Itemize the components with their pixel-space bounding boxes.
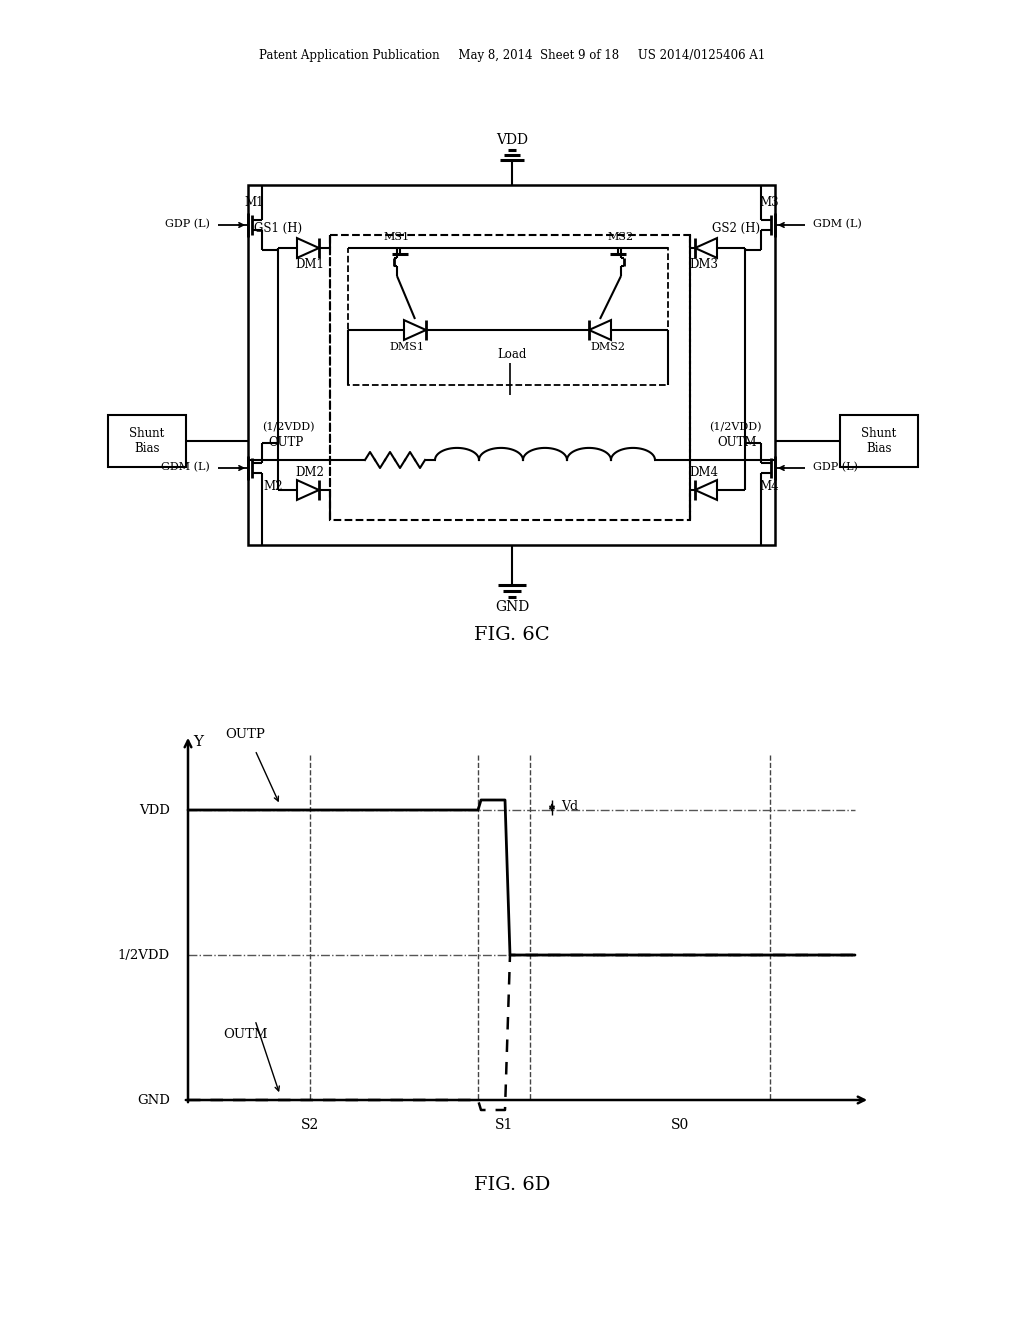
Text: OUTM: OUTM bbox=[717, 437, 757, 450]
Text: (1/2VDD): (1/2VDD) bbox=[709, 422, 761, 432]
Text: Patent Application Publication     May 8, 2014  Sheet 9 of 18     US 2014/012540: Patent Application Publication May 8, 20… bbox=[259, 49, 765, 62]
Text: Y: Y bbox=[193, 735, 203, 748]
Text: DM3: DM3 bbox=[689, 259, 719, 272]
Text: Vd: Vd bbox=[561, 800, 579, 813]
Text: VDD: VDD bbox=[496, 133, 528, 147]
Text: GS1 (H): GS1 (H) bbox=[254, 222, 302, 235]
Text: GND: GND bbox=[495, 601, 529, 614]
Text: S0: S0 bbox=[671, 1118, 689, 1133]
Text: M2: M2 bbox=[263, 479, 283, 492]
Text: GDM (L): GDM (L) bbox=[161, 462, 210, 473]
Text: GDM (L): GDM (L) bbox=[813, 219, 862, 230]
Text: Shunt
Bias: Shunt Bias bbox=[861, 426, 897, 455]
Text: VDD: VDD bbox=[139, 804, 170, 817]
Text: M3: M3 bbox=[759, 197, 779, 210]
Text: MS2: MS2 bbox=[608, 232, 634, 242]
Text: (1/2VDD): (1/2VDD) bbox=[262, 422, 314, 432]
Text: S2: S2 bbox=[301, 1118, 319, 1133]
Text: OUTP: OUTP bbox=[225, 729, 265, 742]
Text: DMS1: DMS1 bbox=[389, 342, 425, 352]
Text: S1: S1 bbox=[495, 1118, 513, 1133]
Text: M4: M4 bbox=[759, 479, 779, 492]
Text: MS1: MS1 bbox=[384, 232, 410, 242]
Text: Shunt
Bias: Shunt Bias bbox=[129, 426, 165, 455]
Bar bbox=[348, 248, 668, 385]
Bar bbox=[248, 185, 775, 545]
Text: DM2: DM2 bbox=[296, 466, 325, 479]
Text: OUTP: OUTP bbox=[268, 437, 304, 450]
Bar bbox=[108, 414, 186, 467]
Text: GDP (L): GDP (L) bbox=[165, 219, 210, 230]
Text: FIG. 6D: FIG. 6D bbox=[474, 1176, 550, 1195]
Text: 1/2VDD: 1/2VDD bbox=[118, 949, 170, 961]
Text: M1: M1 bbox=[245, 197, 264, 210]
Text: FIG. 6C: FIG. 6C bbox=[474, 626, 550, 644]
Bar bbox=[840, 414, 918, 467]
Text: DM4: DM4 bbox=[689, 466, 719, 479]
Text: OUTM: OUTM bbox=[223, 1028, 267, 1041]
Bar bbox=[330, 235, 690, 520]
Text: DMS2: DMS2 bbox=[591, 342, 626, 352]
Text: GND: GND bbox=[137, 1093, 170, 1106]
Text: GS2 (H): GS2 (H) bbox=[712, 222, 760, 235]
Text: DM1: DM1 bbox=[296, 259, 325, 272]
Text: Load: Load bbox=[498, 348, 526, 362]
Text: GDP (L): GDP (L) bbox=[813, 462, 858, 473]
